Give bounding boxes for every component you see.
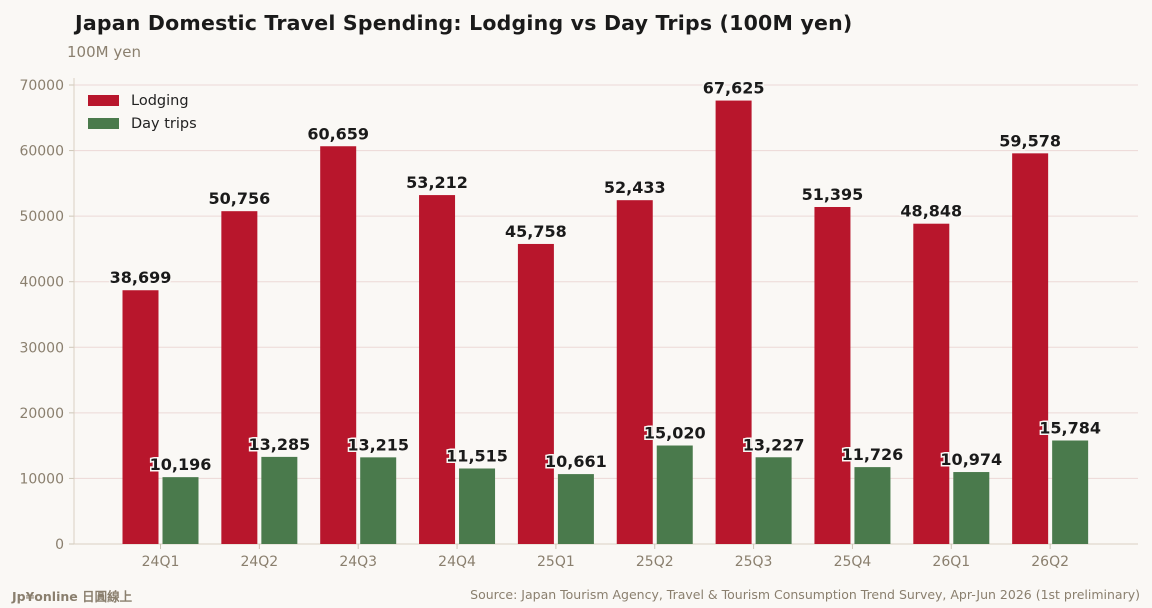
data-label-lodging: 48,848 bbox=[900, 202, 962, 221]
x-tick-label: 24Q2 bbox=[240, 554, 278, 570]
legend-swatch-lodging bbox=[88, 95, 119, 106]
x-tick-label: 24Q4 bbox=[438, 554, 476, 570]
x-tick-label: 25Q2 bbox=[636, 554, 674, 570]
x-tick-label: 25Q3 bbox=[735, 554, 773, 570]
bar-day-trips bbox=[459, 468, 496, 544]
bar-day-trips bbox=[755, 457, 792, 544]
data-label-day-trips: 13,215 bbox=[347, 435, 409, 454]
data-label-lodging: 38,699 bbox=[110, 268, 172, 287]
chart-title: Japan Domestic Travel Spending: Lodging … bbox=[75, 11, 853, 35]
bar-lodging bbox=[913, 223, 950, 544]
data-label-lodging: 50,756 bbox=[208, 189, 270, 208]
y-tick-label: 70000 bbox=[19, 78, 64, 94]
x-tick-label: 26Q2 bbox=[1031, 554, 1069, 570]
source-note: Source: Japan Tourism Agency, Travel & T… bbox=[470, 587, 1140, 602]
bar-day-trips bbox=[854, 467, 891, 544]
bar-lodging bbox=[221, 211, 258, 544]
x-tick-label: 25Q1 bbox=[537, 554, 575, 570]
bar-lodging bbox=[1012, 153, 1049, 544]
data-label-lodging: 60,659 bbox=[307, 124, 369, 143]
bar-day-trips bbox=[261, 456, 298, 544]
y-tick-label: 20000 bbox=[19, 406, 64, 422]
data-label-lodging: 45,758 bbox=[505, 222, 567, 241]
bar-day-trips bbox=[1052, 440, 1089, 544]
bar-lodging bbox=[320, 146, 357, 544]
brand-logo-text: Jp¥online 日圓線上 bbox=[12, 589, 133, 604]
data-label-day-trips: 10,196 bbox=[150, 455, 212, 474]
y-tick-label: 0 bbox=[55, 537, 64, 553]
bar-day-trips bbox=[360, 457, 397, 544]
y-tick-label: 30000 bbox=[19, 340, 64, 356]
x-tick-label: 24Q3 bbox=[339, 554, 377, 570]
chart-legend: Lodging Day trips bbox=[88, 89, 197, 135]
legend-item-lodging: Lodging bbox=[88, 89, 197, 112]
x-tick-label: 24Q1 bbox=[142, 554, 180, 570]
data-label-day-trips: 11,515 bbox=[446, 446, 508, 465]
data-label-day-trips: 15,784 bbox=[1039, 419, 1101, 438]
data-label-lodging: 59,578 bbox=[999, 131, 1061, 150]
x-tick-label: 26Q1 bbox=[932, 554, 970, 570]
bar-lodging bbox=[616, 200, 653, 544]
x-tick-label: 25Q4 bbox=[834, 554, 872, 570]
data-label-lodging: 52,433 bbox=[604, 178, 666, 197]
bar-day-trips bbox=[656, 445, 693, 544]
legend-label-lodging: Lodging bbox=[131, 92, 189, 109]
data-label-lodging: 51,395 bbox=[802, 185, 864, 204]
bar-lodging bbox=[419, 195, 456, 545]
bar-day-trips bbox=[953, 472, 990, 544]
data-label-day-trips: 15,020 bbox=[644, 424, 706, 443]
legend-label-day-trips: Day trips bbox=[131, 115, 197, 132]
y-tick-label: 40000 bbox=[19, 275, 64, 291]
data-label-day-trips: 13,227 bbox=[743, 435, 805, 454]
bar-day-trips bbox=[557, 474, 594, 544]
y-tick-label: 50000 bbox=[19, 209, 64, 225]
bar-lodging bbox=[517, 243, 554, 544]
data-label-day-trips: 10,974 bbox=[940, 450, 1002, 469]
y-axis-unit-label: 100M yen bbox=[67, 43, 141, 61]
data-label-day-trips: 10,661 bbox=[545, 452, 607, 471]
y-tick-label: 10000 bbox=[19, 471, 64, 487]
data-label-day-trips: 13,285 bbox=[248, 435, 310, 454]
legend-swatch-day-trips bbox=[88, 118, 119, 129]
y-tick-label: 60000 bbox=[19, 144, 64, 160]
bar-lodging bbox=[122, 290, 159, 544]
bar-lodging bbox=[715, 100, 752, 544]
legend-item-day-trips: Day trips bbox=[88, 112, 197, 135]
data-label-lodging: 67,625 bbox=[703, 79, 765, 98]
bar-day-trips bbox=[162, 477, 199, 544]
data-label-day-trips: 11,726 bbox=[842, 445, 904, 464]
bar-lodging bbox=[814, 206, 851, 544]
data-label-lodging: 53,212 bbox=[406, 173, 468, 192]
